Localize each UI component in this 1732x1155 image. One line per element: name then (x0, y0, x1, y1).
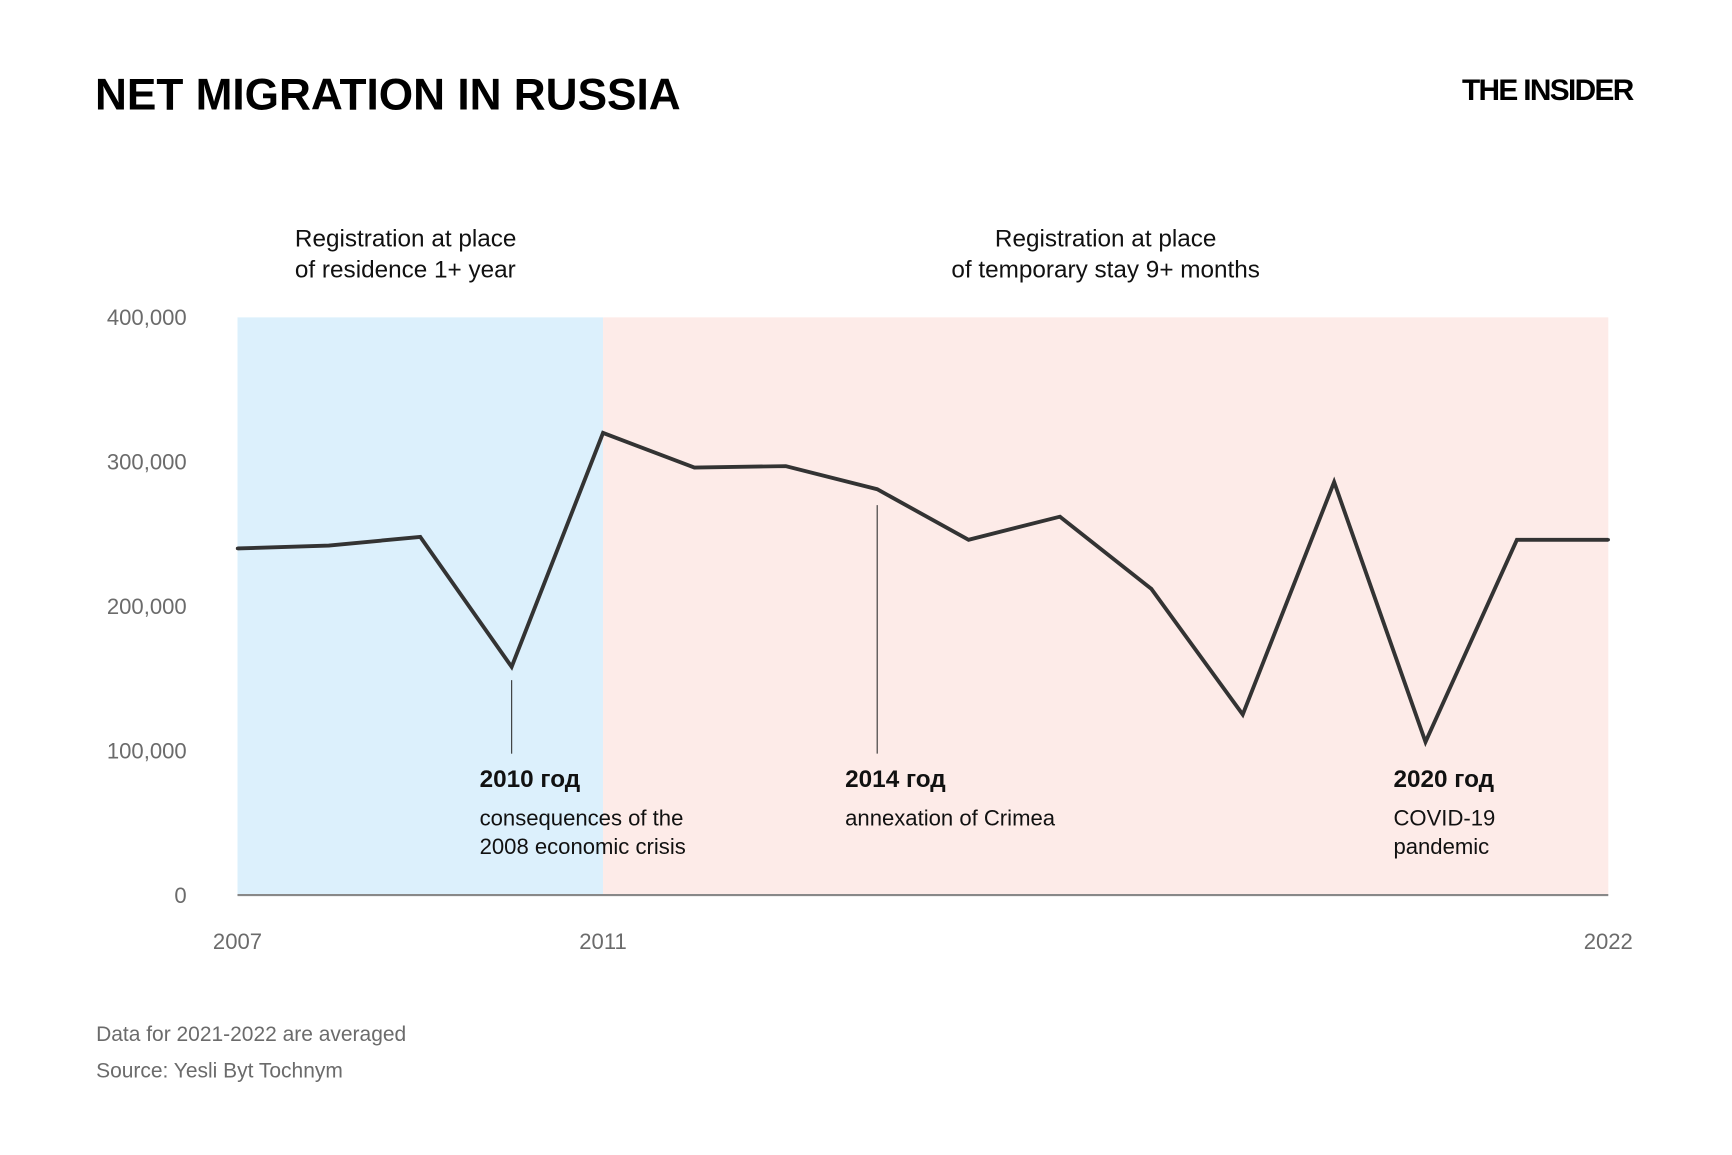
region-label: of residence 1+ year (295, 257, 516, 284)
series-line (237, 430, 1609, 748)
annotation-text: annexation of Crimea (845, 805, 1056, 830)
data-point (418, 535, 422, 539)
region-band (603, 317, 1609, 896)
x-tick-label: 2011 (579, 929, 626, 954)
region-label: of temporary stay 9+ months (951, 257, 1260, 284)
data-point (966, 538, 971, 542)
y-tick-label: 300,000 (107, 450, 187, 475)
data-point (692, 465, 697, 470)
data-point (1423, 740, 1428, 744)
data-point (875, 487, 879, 491)
chart-title: NET MIGRATION IN RUSSIA (95, 71, 681, 120)
y-tick-label: 100,000 (107, 738, 187, 763)
y-tick-label: 0 (174, 883, 186, 908)
x-tick-label: 2022 (1584, 929, 1633, 954)
annotation-text: pandemic (1393, 834, 1489, 859)
data-point (1058, 515, 1062, 519)
data-point (509, 665, 514, 669)
region-label: Registration at place (295, 226, 517, 253)
logo: THE INSIDER (1462, 74, 1634, 107)
data-point (327, 543, 331, 548)
annotation-heading: 2010 год (480, 766, 581, 793)
data-point (235, 546, 240, 551)
annotation-text: COVID-19 (1393, 805, 1495, 830)
region-label: Registration at place (995, 226, 1217, 253)
source-note: Source: Yesli Byt Tochnym (96, 1059, 343, 1082)
data-point (784, 464, 788, 468)
annotation-text: consequences of the (480, 805, 684, 830)
annotation-heading: 2020 год (1393, 766, 1494, 793)
footnote: Data for 2021-2022 are averaged (96, 1023, 406, 1046)
data-point (1515, 538, 1519, 542)
region-band (237, 317, 604, 896)
data-point (1332, 480, 1336, 484)
y-tick-label: 200,000 (107, 594, 187, 619)
data-point (1606, 538, 1610, 542)
data-point (1149, 587, 1154, 591)
annotation-text: 2008 economic crisis (480, 834, 686, 859)
data-point (1241, 712, 1245, 717)
annotation-heading: 2014 год (845, 766, 946, 793)
x-tick-label: 2007 (213, 929, 262, 954)
y-tick-label: 400,000 (107, 305, 187, 330)
data-point (601, 431, 605, 435)
